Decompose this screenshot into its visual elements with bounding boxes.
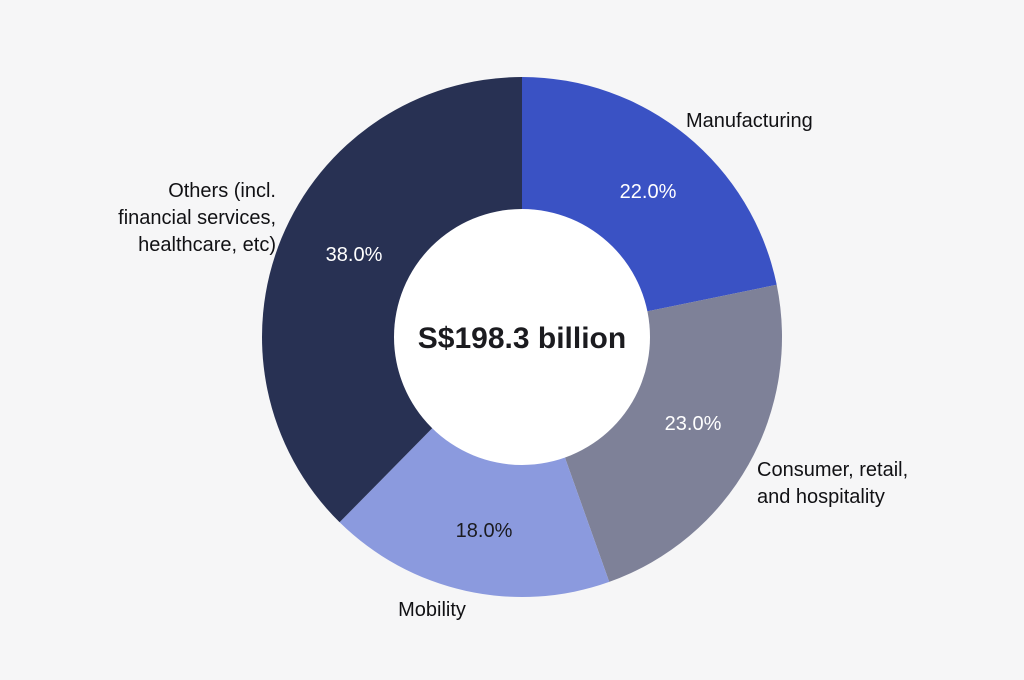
slice-category-label-line: financial services, <box>118 207 276 229</box>
donut-hole <box>394 209 650 465</box>
slice-value-label: 18.0% <box>456 520 513 542</box>
slice-value-label: 38.0% <box>326 244 383 266</box>
slice-category-label-line: Mobility <box>398 599 466 621</box>
value-labels-group: 22.0% 23.0% 18.0% 38.0% <box>326 181 722 542</box>
slice-category-label: Others (incl. financial services, healthca… <box>118 180 276 256</box>
slice-category-label: Manufacturing <box>686 110 813 132</box>
slice-category-label-line: and hospitality <box>757 486 885 508</box>
slice-category-label-line: Consumer, retail, <box>757 459 908 481</box>
slice-value-label: 22.0% <box>620 181 677 203</box>
slice-category-label: Consumer, retail, and hospitality <box>757 459 908 508</box>
slice-others-incl-financial-services-healthcare-etc <box>262 77 522 523</box>
category-labels-group: Manufacturing Consumer, retail, and hospit… <box>118 110 908 621</box>
slice-category-label: Mobility <box>398 599 466 621</box>
slice-value-label: 23.0% <box>665 413 722 435</box>
center-total-label: S$198.3 billion <box>418 322 626 355</box>
slice-category-label-line: healthcare, etc) <box>138 234 276 256</box>
slice-category-label-line: Manufacturing <box>686 110 813 132</box>
slice-category-label-line: Others (incl. <box>168 180 276 202</box>
